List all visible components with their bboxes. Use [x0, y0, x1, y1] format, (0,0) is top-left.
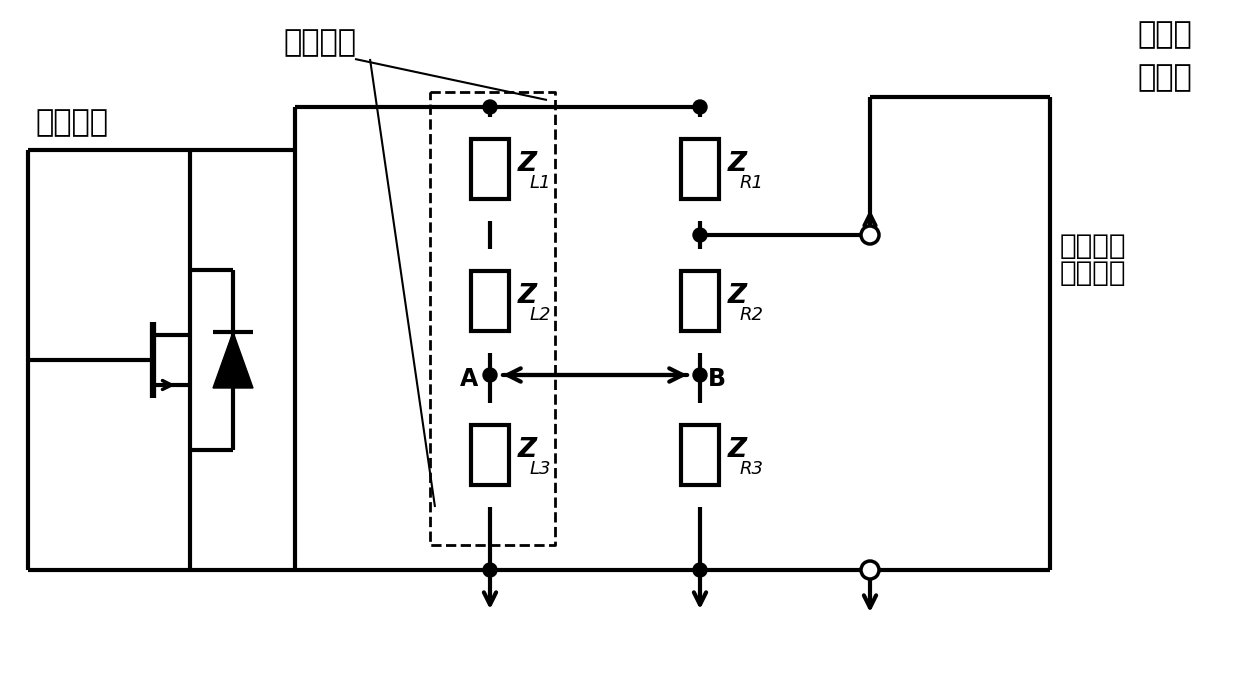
- Text: 逆变单元: 逆变单元: [35, 108, 108, 137]
- Bar: [471, 271, 508, 331]
- Text: 讯信号: 讯信号: [1137, 63, 1193, 92]
- Text: L2: L2: [529, 306, 552, 324]
- Text: R2: R2: [740, 306, 764, 324]
- Polygon shape: [213, 332, 253, 388]
- Text: Z: Z: [728, 151, 748, 177]
- Bar: [471, 425, 508, 485]
- Circle shape: [693, 228, 707, 242]
- Bar: [681, 271, 719, 331]
- Circle shape: [484, 563, 497, 577]
- Text: Z: Z: [518, 437, 537, 463]
- Bar: [681, 139, 719, 199]
- Bar: [471, 139, 508, 199]
- Text: 输出端口: 输出端口: [1060, 259, 1126, 287]
- Text: Z: Z: [728, 437, 748, 463]
- Text: Z: Z: [518, 283, 537, 309]
- Text: 高频通: 高频通: [1137, 20, 1193, 49]
- Text: B: B: [708, 367, 725, 391]
- Text: 逆变单元: 逆变单元: [1060, 232, 1126, 260]
- Text: R1: R1: [740, 174, 764, 192]
- Text: L3: L3: [529, 460, 552, 478]
- Circle shape: [693, 563, 707, 577]
- Text: R3: R3: [740, 460, 764, 478]
- Text: L1: L1: [529, 174, 552, 192]
- Text: A: A: [460, 367, 477, 391]
- Text: 噪声信号: 噪声信号: [284, 28, 357, 57]
- Text: Z: Z: [728, 283, 748, 309]
- Bar: [681, 425, 719, 485]
- Circle shape: [861, 561, 879, 579]
- Text: Z: Z: [518, 151, 537, 177]
- Circle shape: [693, 100, 707, 114]
- Circle shape: [484, 368, 497, 382]
- Circle shape: [693, 368, 707, 382]
- Circle shape: [484, 100, 497, 114]
- Circle shape: [861, 226, 879, 244]
